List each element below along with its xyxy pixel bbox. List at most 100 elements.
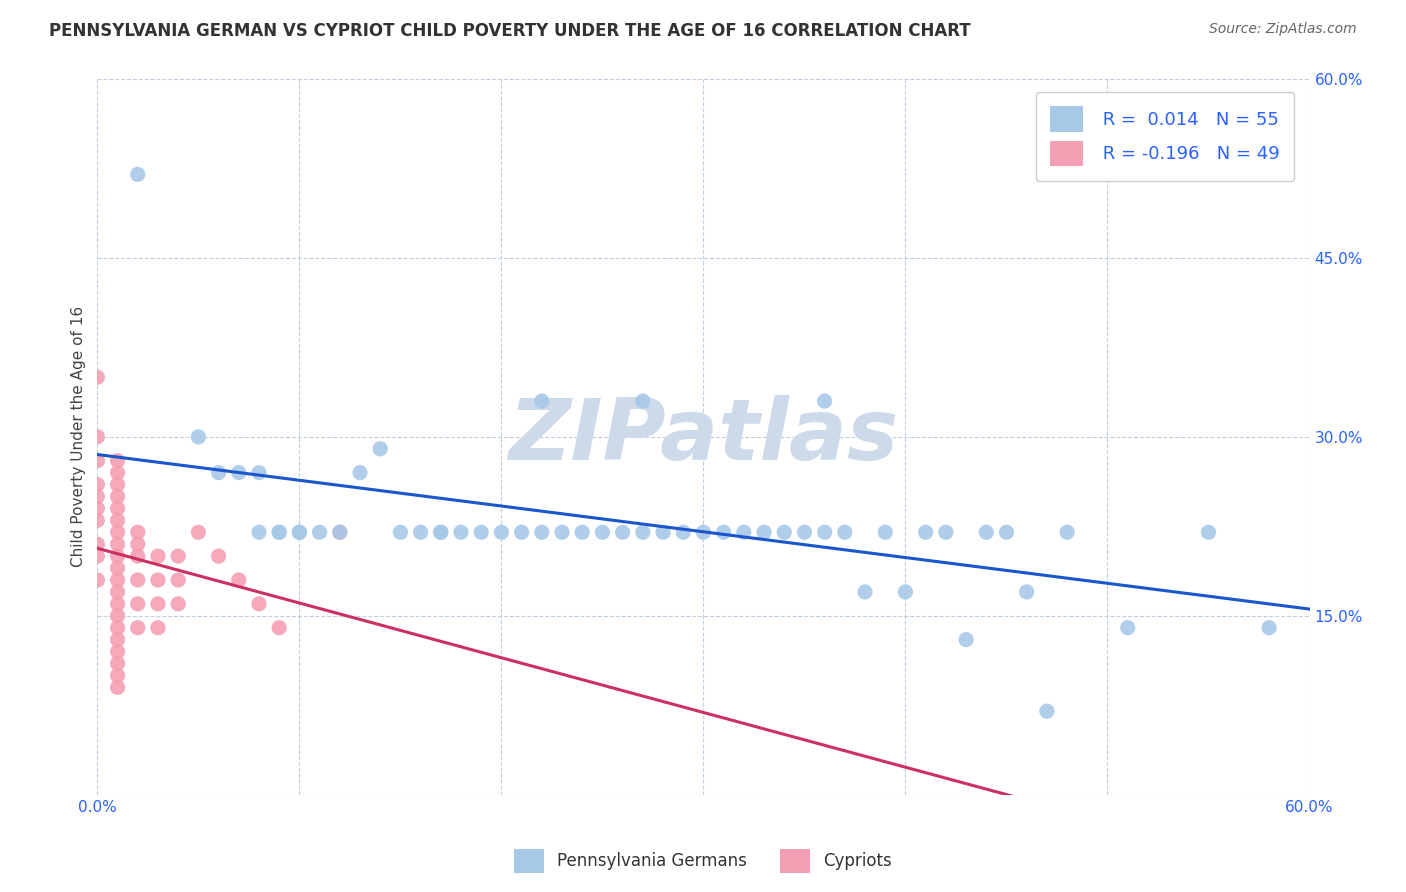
Point <box>187 430 209 444</box>
Point <box>107 549 129 563</box>
Text: ZIPatlas: ZIPatlas <box>509 395 898 478</box>
Point <box>107 453 129 467</box>
Point <box>1258 621 1281 635</box>
Point <box>834 525 856 540</box>
Point <box>127 597 149 611</box>
Point <box>672 525 695 540</box>
Point <box>894 585 917 599</box>
Point <box>107 477 129 491</box>
Point <box>107 668 129 682</box>
Point <box>974 525 997 540</box>
Point <box>752 525 775 540</box>
Point <box>146 597 169 611</box>
Point <box>652 525 675 540</box>
Point <box>1015 585 1038 599</box>
Point <box>86 573 108 587</box>
Point <box>127 549 149 563</box>
Point <box>167 597 190 611</box>
Point <box>107 657 129 671</box>
Point <box>107 561 129 575</box>
Point <box>86 537 108 551</box>
Point <box>955 632 977 647</box>
Point <box>107 490 129 504</box>
Point <box>86 490 108 504</box>
Point <box>430 525 453 540</box>
Point <box>107 501 129 516</box>
Point <box>107 537 129 551</box>
Point <box>814 394 837 409</box>
Point <box>107 597 129 611</box>
Point <box>86 453 108 467</box>
Point <box>491 525 513 540</box>
Point <box>631 394 654 409</box>
Point <box>146 621 169 635</box>
Point <box>510 525 533 540</box>
Point <box>591 525 613 540</box>
Point <box>146 573 169 587</box>
Point <box>228 573 250 587</box>
Point <box>349 466 371 480</box>
Point <box>1056 525 1078 540</box>
Point <box>430 525 453 540</box>
Point <box>713 525 735 540</box>
Text: PENNSYLVANIA GERMAN VS CYPRIOT CHILD POVERTY UNDER THE AGE OF 16 CORRELATION CHA: PENNSYLVANIA GERMAN VS CYPRIOT CHILD POV… <box>49 22 970 40</box>
Point <box>269 525 291 540</box>
Point <box>853 585 876 599</box>
Point <box>187 525 209 540</box>
Point <box>389 525 412 540</box>
Point <box>228 466 250 480</box>
Point <box>247 525 270 540</box>
Y-axis label: Child Poverty Under the Age of 16: Child Poverty Under the Age of 16 <box>72 306 86 567</box>
Point <box>86 430 108 444</box>
Point <box>86 477 108 491</box>
Point <box>127 168 149 182</box>
Point <box>409 525 432 540</box>
Point <box>612 525 634 540</box>
Point <box>269 525 291 540</box>
Point <box>1036 704 1059 718</box>
Point <box>207 466 229 480</box>
Point <box>127 621 149 635</box>
Point <box>814 525 837 540</box>
Point <box>1116 621 1139 635</box>
Point <box>1198 525 1220 540</box>
Point <box>247 466 270 480</box>
Point <box>86 370 108 384</box>
Point <box>692 525 714 540</box>
Point <box>773 525 796 540</box>
Point <box>107 585 129 599</box>
Point <box>107 681 129 695</box>
Point <box>127 537 149 551</box>
Point <box>107 525 129 540</box>
Point <box>470 525 492 540</box>
Point <box>107 573 129 587</box>
Point <box>875 525 897 540</box>
Point <box>107 632 129 647</box>
Point <box>288 525 311 540</box>
Point <box>107 608 129 623</box>
Point <box>551 525 574 540</box>
Point <box>86 501 108 516</box>
Point <box>269 621 291 635</box>
Point <box>107 644 129 658</box>
Point <box>530 525 553 540</box>
Point <box>107 466 129 480</box>
Point <box>127 573 149 587</box>
Point <box>167 573 190 587</box>
Legend:  R =  0.014   N = 55,  R = -0.196   N = 49: R = 0.014 N = 55, R = -0.196 N = 49 <box>1036 92 1295 180</box>
Point <box>127 525 149 540</box>
Point <box>935 525 957 540</box>
Point <box>368 442 391 456</box>
Point <box>793 525 815 540</box>
Point <box>631 525 654 540</box>
Point <box>167 549 190 563</box>
Point <box>146 549 169 563</box>
Text: Source: ZipAtlas.com: Source: ZipAtlas.com <box>1209 22 1357 37</box>
Point <box>995 525 1018 540</box>
Point <box>107 621 129 635</box>
Point <box>530 394 553 409</box>
Point <box>308 525 330 540</box>
Point <box>450 525 472 540</box>
Point <box>86 549 108 563</box>
Point <box>571 525 593 540</box>
